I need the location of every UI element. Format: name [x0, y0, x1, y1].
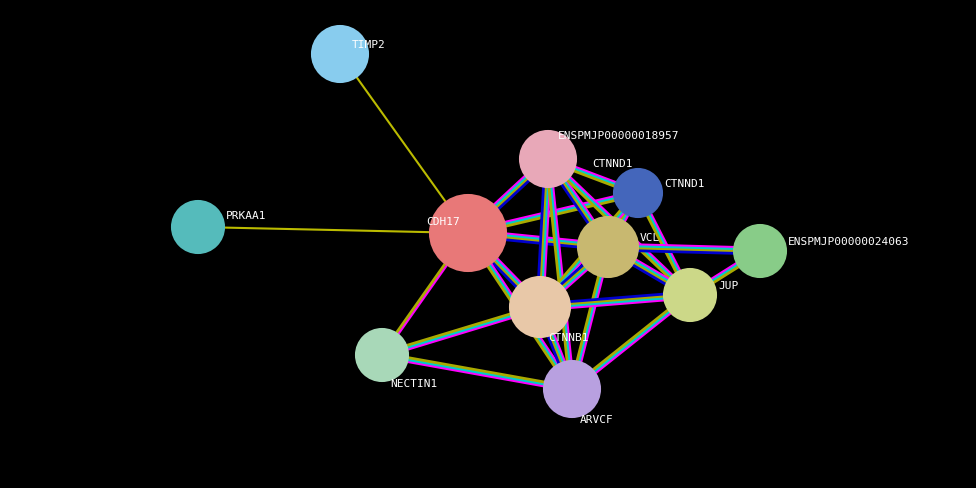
Text: VCL: VCL	[640, 232, 660, 243]
Text: CTNNB1: CTNNB1	[548, 332, 589, 342]
Text: JUP: JUP	[718, 281, 738, 290]
Circle shape	[544, 361, 600, 417]
Circle shape	[430, 196, 506, 271]
Text: ARVCF: ARVCF	[580, 414, 614, 424]
Text: ENSPMJP00000024063: ENSPMJP00000024063	[788, 237, 910, 246]
Circle shape	[734, 225, 786, 278]
Text: CTNND1: CTNND1	[664, 179, 705, 189]
Circle shape	[614, 170, 662, 218]
Circle shape	[510, 278, 570, 337]
Circle shape	[664, 269, 716, 321]
Text: CTNND1: CTNND1	[592, 159, 632, 169]
Text: NECTIN1: NECTIN1	[390, 378, 437, 388]
Circle shape	[578, 218, 638, 278]
Circle shape	[312, 27, 368, 83]
Text: TIMP2: TIMP2	[352, 40, 386, 50]
Circle shape	[520, 132, 576, 187]
Text: PRKAA1: PRKAA1	[226, 210, 266, 221]
Text: ENSPMJP00000018957: ENSPMJP00000018957	[558, 131, 679, 141]
Text: CDH17: CDH17	[426, 217, 460, 226]
Circle shape	[172, 202, 224, 253]
Circle shape	[356, 329, 408, 381]
